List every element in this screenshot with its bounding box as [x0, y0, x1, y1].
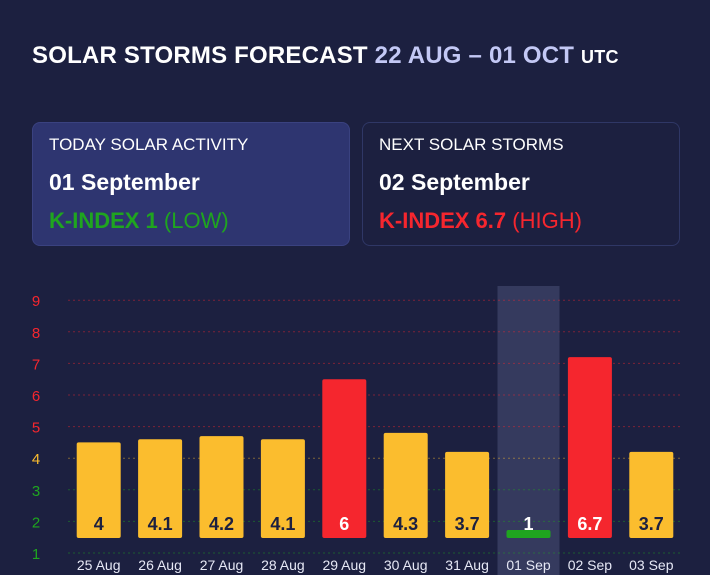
y-tick-label: 6 [32, 388, 40, 405]
bar [199, 436, 244, 538]
bar-value-label: 4.3 [393, 514, 418, 534]
x-tick-label: 02 Sep [568, 557, 613, 573]
y-tick-label: 1 [32, 546, 40, 563]
date-range: 22 AUG – 01 OCT [374, 42, 575, 69]
today-kindex-level: (LOW) [163, 208, 229, 233]
kindex-bar-chart: 1 2 3 4 5 6 7 8 9 4 25 Aug 4.1 26 Aug 4.2 27 Aug 4.1 28 … [32, 286, 682, 575]
bar-value-label: 4.1 [148, 514, 173, 534]
bar [629, 451, 674, 538]
x-tick-label: 28 Aug [261, 557, 305, 573]
next-kindex-value: K-INDEX 6.7 [379, 208, 507, 233]
y-tick-label: 9 [32, 293, 40, 310]
today-card-date: 01 September [49, 169, 200, 195]
bar-value-label: 4.2 [209, 514, 234, 534]
next-card-date: 02 September [379, 169, 530, 195]
bar [260, 439, 305, 538]
today-card-label: TODAY SOLAR ACTIVITY [49, 135, 249, 154]
bar [445, 451, 490, 538]
x-tick-label: 30 Aug [384, 557, 428, 573]
bar-value-label: 1 [523, 514, 533, 534]
timezone-label: UTC [581, 47, 619, 67]
today-activity-card: TODAY SOLAR ACTIVITY 01 September K-INDE… [32, 122, 350, 246]
next-kindex-level: (HIGH) [512, 208, 582, 233]
x-tick-label: 25 Aug [77, 557, 121, 573]
x-tick-label: 01 Sep [506, 557, 551, 573]
bar [383, 432, 428, 538]
next-storms-card: NEXT SOLAR STORMS 02 September K-INDEX 6… [362, 122, 680, 246]
bar-value-label: 4 [94, 514, 104, 534]
x-tick-label: 27 Aug [200, 557, 244, 573]
bar [76, 442, 121, 538]
bar-value-label: 3.7 [455, 514, 480, 534]
y-tick-label: 7 [32, 356, 40, 373]
y-tick-label: 4 [32, 451, 40, 468]
x-tick-label: 03 Sep [629, 557, 674, 573]
y-tick-label: 8 [32, 325, 40, 342]
bar-value-label: 4.1 [270, 514, 295, 534]
today-kindex: K-INDEX 1 (LOW) [49, 208, 333, 234]
x-tick-label: 31 Aug [445, 557, 489, 573]
bar-value-label: 3.7 [639, 514, 664, 534]
y-tick-label: 5 [32, 420, 40, 437]
y-tick-label: 3 [32, 483, 40, 500]
y-tick-label: 2 [32, 514, 40, 531]
next-card-label: NEXT SOLAR STORMS [379, 135, 564, 154]
today-kindex-value: K-INDEX 1 [49, 208, 158, 233]
page-title: SOLAR STORMS FORECAST 22 AUG – 01 OCT UT… [32, 42, 619, 70]
bar [567, 357, 612, 538]
bar [322, 379, 367, 538]
x-tick-label: 29 Aug [322, 557, 366, 573]
highlight-column [497, 286, 560, 575]
bar [506, 530, 551, 538]
bar-value-label: 6.7 [577, 514, 602, 534]
x-tick-label: 26 Aug [138, 557, 182, 573]
title-text: SOLAR STORMS FORECAST [32, 42, 368, 69]
next-kindex: K-INDEX 6.7 (HIGH) [379, 208, 663, 234]
bar [138, 439, 183, 538]
bar-value-label: 6 [339, 514, 349, 534]
